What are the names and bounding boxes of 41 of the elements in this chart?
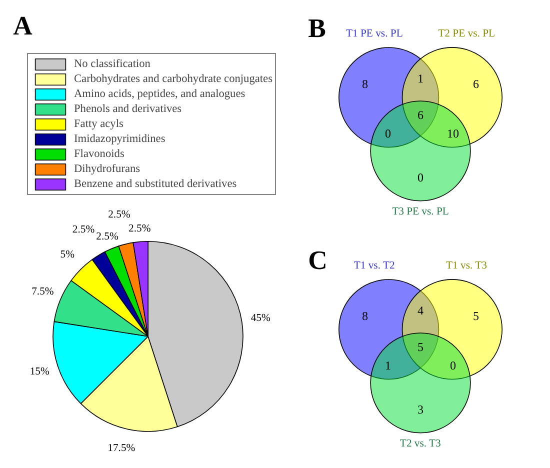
- data-label: 17.5%: [108, 443, 136, 454]
- text: C: [308, 245, 328, 276]
- legend-label: T2 vs. T3: [400, 438, 441, 450]
- legend-label: Flavonoids: [74, 147, 124, 161]
- text: B: [308, 13, 326, 44]
- legend-label: Fatty acyls: [74, 117, 124, 131]
- data-label: 2.5%: [96, 231, 119, 242]
- text: 0: [385, 126, 392, 141]
- data-label: 2.5%: [72, 224, 95, 236]
- data-label: 2.5%: [108, 209, 130, 220]
- legend-label: T3 PE vs. PL: [392, 206, 449, 218]
- legend-label: Dihydrofurans: [74, 162, 140, 176]
- text: 6: [418, 108, 424, 122]
- legend-label: Amino acids, peptides, and analogues: [74, 87, 246, 101]
- text: 4: [418, 304, 424, 318]
- data-label: 15%: [30, 366, 50, 378]
- text: 1: [418, 72, 424, 86]
- legend-label: T1 vs. T3: [446, 260, 487, 272]
- legend-label: T2 PE vs. PL: [438, 28, 496, 40]
- legend-label: Phenols and derivatives: [74, 102, 182, 116]
- legend-label: No classification: [74, 57, 150, 71]
- data-label: 2.5%: [128, 223, 151, 234]
- text: 10: [446, 126, 459, 141]
- legend-label: Carbohydrates and carbohydrate conjugates: [74, 72, 272, 86]
- data-label: 45%: [250, 312, 270, 324]
- text: 0: [450, 358, 456, 373]
- text: 0: [418, 170, 424, 185]
- text: 8: [362, 76, 368, 91]
- text: 5: [418, 340, 424, 354]
- chart-title: A: [13, 10, 34, 40]
- legend-label: Benzene and substituted derivatives: [74, 177, 237, 191]
- legend-label: T1 PE vs. PL: [346, 28, 403, 40]
- data-label: 7.5%: [32, 286, 54, 298]
- text: 8: [362, 308, 368, 323]
- text: 1: [385, 358, 392, 373]
- data-label: 5%: [60, 249, 75, 260]
- legend-label: Imidazopyrimidines: [74, 132, 166, 146]
- legend-label: T1 vs. T2: [354, 260, 395, 272]
- text: 6: [472, 76, 479, 91]
- text: 5: [472, 308, 479, 323]
- text: 3: [418, 402, 424, 417]
